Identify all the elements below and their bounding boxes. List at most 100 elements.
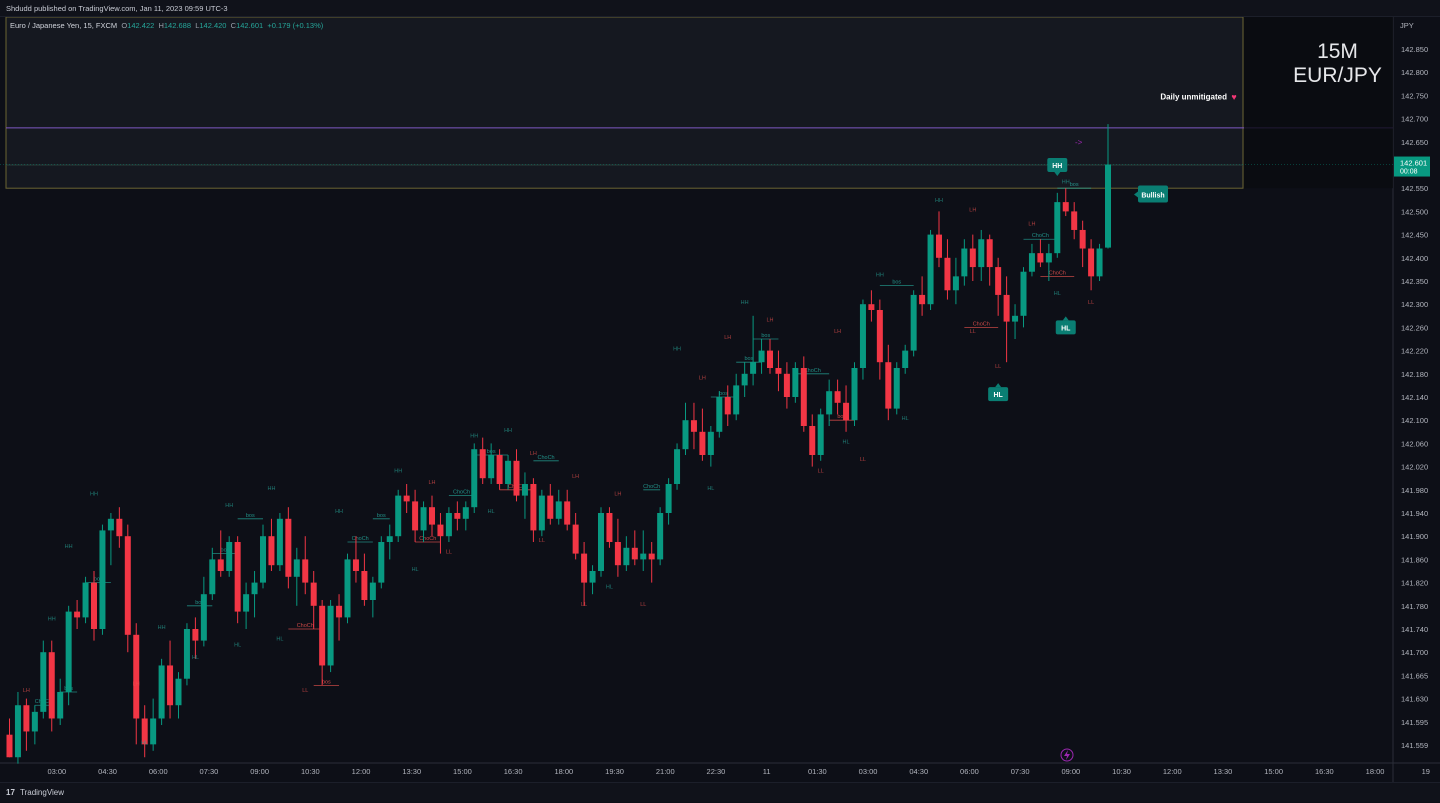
- candle-body: [1012, 315, 1019, 322]
- y-tick-label: 142.650: [1401, 138, 1428, 147]
- candle-body: [107, 518, 114, 531]
- arrow-marker: ->: [1075, 138, 1083, 147]
- x-tick-label: 11: [763, 767, 771, 776]
- candle-body: [209, 559, 216, 595]
- flash-icon[interactable]: [1060, 748, 1074, 762]
- candle-body: [1020, 271, 1027, 316]
- candle-body: [327, 605, 334, 666]
- structure-label: HH: [673, 347, 681, 353]
- x-tick-label: 19: [1422, 767, 1430, 776]
- candle-body: [505, 460, 512, 484]
- candle-body: [175, 678, 182, 706]
- structure-label: HL: [234, 642, 241, 648]
- candle-body: [302, 559, 309, 583]
- candle-body: [969, 248, 976, 268]
- bullish-label-text: Bullish: [1141, 193, 1164, 200]
- candle-body: [1028, 253, 1035, 272]
- candle-body: [420, 507, 427, 531]
- structure-label: LH: [428, 480, 435, 486]
- candle-body: [479, 449, 486, 479]
- candle-body: [598, 513, 604, 571]
- x-tick-label: 21:00: [656, 767, 675, 776]
- tradingview-logo-icon[interactable]: 17: [6, 788, 15, 797]
- candle-body: [1045, 253, 1052, 263]
- candle-body: [65, 611, 72, 692]
- y-tick-label: 142.260: [1401, 323, 1428, 332]
- x-tick-label: 04:30: [909, 767, 928, 776]
- candle-body: [631, 547, 638, 560]
- y-tick-label: 141.820: [1401, 579, 1428, 588]
- x-tick-label: 07:30: [1011, 767, 1030, 776]
- footer-brand[interactable]: TradingView: [19, 788, 65, 797]
- pivot-badge-text: HH: [1052, 163, 1062, 170]
- structure-label: LL: [302, 688, 308, 694]
- structure-line-label: ChoCh: [352, 536, 369, 542]
- candle-body: [124, 536, 131, 635]
- candle-body: [31, 711, 38, 732]
- candle-body: [40, 652, 47, 712]
- structure-label: LH: [133, 681, 140, 687]
- candle-body: [48, 652, 55, 719]
- candle-body: [995, 267, 1002, 295]
- x-tick-label: 03:00: [859, 767, 878, 776]
- symbol-name[interactable]: Euro / Japanese Yen, 15, FXCM: [10, 21, 118, 30]
- candle-body: [606, 513, 613, 542]
- symbol-legend[interactable]: Euro / Japanese Yen, 15, FXCM O142.422 H…: [10, 21, 323, 30]
- pivot-badge-text: HL: [1061, 325, 1071, 332]
- structure-label: LH: [834, 329, 841, 335]
- y-tick-label: 142.140: [1401, 393, 1428, 402]
- y-tick-label: 142.300: [1401, 300, 1428, 309]
- structure-line-label: bos: [195, 600, 204, 606]
- candle-body: [141, 718, 148, 745]
- x-tick-label: 04:30: [98, 767, 117, 776]
- pivot-badge-text: HL: [993, 392, 1003, 399]
- x-tick-label: 10:30: [301, 767, 320, 776]
- structure-label: LH: [969, 207, 976, 213]
- structure-label: LH: [572, 474, 579, 480]
- candle-body: [369, 582, 376, 600]
- y-tick-label: 142.180: [1401, 370, 1428, 379]
- structure-label: HL: [707, 486, 714, 492]
- candle-body: [665, 484, 672, 513]
- candle-body: [674, 449, 681, 484]
- bullish-label-bg: [1138, 185, 1168, 203]
- low-label: L: [195, 21, 200, 30]
- heart-icon: ♥: [1231, 92, 1236, 102]
- x-tick-label: 12:00: [1163, 767, 1182, 776]
- bullish-label-pointer: [1134, 191, 1138, 198]
- candle-body: [1054, 202, 1061, 254]
- y-tick-label: 141.860: [1401, 555, 1428, 564]
- candle-body: [395, 495, 402, 537]
- candle-body: [623, 547, 630, 566]
- pivot-badge-pointer: [1062, 316, 1069, 321]
- candle-body: [682, 420, 689, 450]
- candle-body: [724, 397, 731, 415]
- structure-label: HL: [902, 416, 909, 422]
- structure-line-label: bos: [744, 356, 753, 362]
- x-tick-label: 06:00: [149, 767, 168, 776]
- structure-label: HL: [843, 439, 850, 445]
- high-value: 142.688: [163, 21, 192, 30]
- candle-body: [192, 629, 199, 641]
- candle-body: [978, 239, 985, 268]
- structure-label: HH: [741, 300, 749, 306]
- x-tick-label: 07:30: [200, 767, 219, 776]
- watermark-pair: EUR/JPY: [1293, 64, 1382, 87]
- pivot-badge-bg: [1055, 320, 1076, 335]
- candle-body: [657, 513, 664, 560]
- structure-label: LH: [766, 318, 773, 324]
- candle-body: [403, 495, 410, 502]
- structure-line-label: bos: [719, 391, 728, 397]
- structure-label: HL: [141, 740, 148, 746]
- y-tick-label: 141.740: [1401, 625, 1428, 634]
- candle-body: [226, 542, 233, 571]
- candle-body: [496, 455, 503, 484]
- pivot-badge-pointer: [1054, 172, 1061, 176]
- structure-label: LH: [699, 376, 706, 382]
- candle-body: [868, 304, 875, 310]
- candle-body: [352, 559, 359, 571]
- x-tick-label: 16:30: [1315, 767, 1334, 776]
- candle-body: [268, 536, 275, 566]
- candle-body: [1105, 164, 1111, 248]
